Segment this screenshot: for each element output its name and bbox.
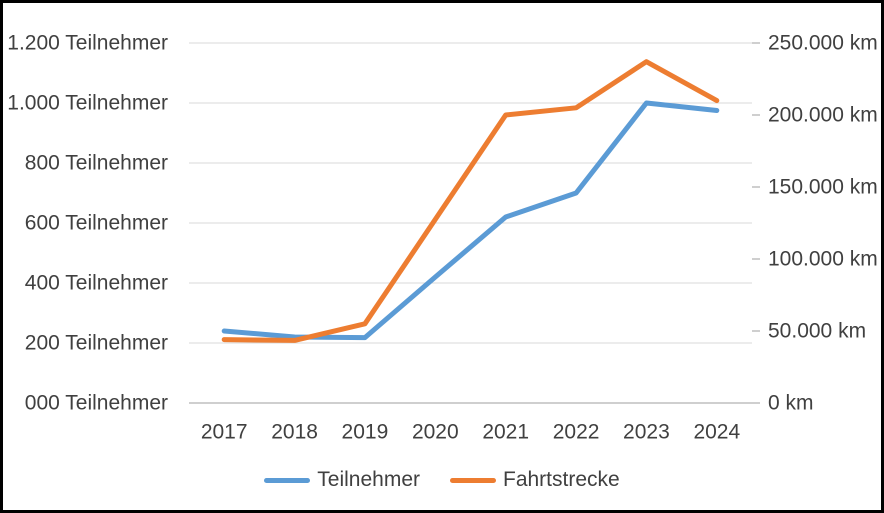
left-axis-tick-label: 200 Teilnehmer bbox=[24, 331, 168, 355]
x-axis-tick-label: 2022 bbox=[552, 420, 600, 444]
x-axis-tick-label: 2018 bbox=[271, 420, 318, 444]
legend: Teilnehmer Fahrtstrecke bbox=[3, 467, 881, 493]
right-axis-tick-label: 50.000 km bbox=[768, 319, 867, 343]
fahrtstrecke-series-line bbox=[221, 59, 720, 343]
x-axis-tick-label: 2023 bbox=[623, 420, 670, 444]
legend-item-teilnehmer: Teilnehmer bbox=[264, 468, 420, 492]
teilnehmer-series-line bbox=[221, 100, 720, 341]
x-axis-tick-label: 2024 bbox=[693, 420, 741, 444]
x-axis-tick-label: 2019 bbox=[341, 420, 389, 444]
legend-label-teilnehmer: Teilnehmer bbox=[317, 468, 420, 491]
right-axis-tick-label: 150.000 km bbox=[768, 175, 878, 199]
right-axis-tick-label: 200.000 km bbox=[768, 103, 878, 127]
left-axis-tick-label: 600 Teilnehmer bbox=[24, 211, 168, 235]
x-axis-tick-label: 2020 bbox=[411, 420, 459, 444]
x-axis-tick-label: 2017 bbox=[200, 420, 248, 444]
left-axis-tick-label: 800 Teilnehmer bbox=[24, 151, 168, 175]
legend-item-fahrtstrecke: Fahrtstrecke bbox=[450, 468, 620, 492]
teilnehmer-line-swatch bbox=[264, 477, 311, 483]
left-axis-tick-label: 1.000 Teilnehmer bbox=[7, 91, 168, 115]
left-axis-tick-label: 000 Teilnehmer bbox=[24, 391, 168, 415]
legend-label-fahrtstrecke: Fahrtstrecke bbox=[503, 468, 620, 491]
plot-area bbox=[189, 42, 760, 404]
right-axis-tick-label: 0 km bbox=[768, 391, 814, 415]
right-axis-tick-label: 100.000 km bbox=[768, 247, 878, 271]
fahrtstrecke-line-swatch bbox=[450, 477, 496, 483]
right-axis-tick-label: 250.000 km bbox=[768, 31, 878, 55]
left-axis-tick-label: 400 Teilnehmer bbox=[24, 271, 168, 295]
x-axis-tick-label: 2021 bbox=[482, 420, 530, 444]
left-axis-tick-label: 1.200 Teilnehmer bbox=[7, 31, 168, 55]
